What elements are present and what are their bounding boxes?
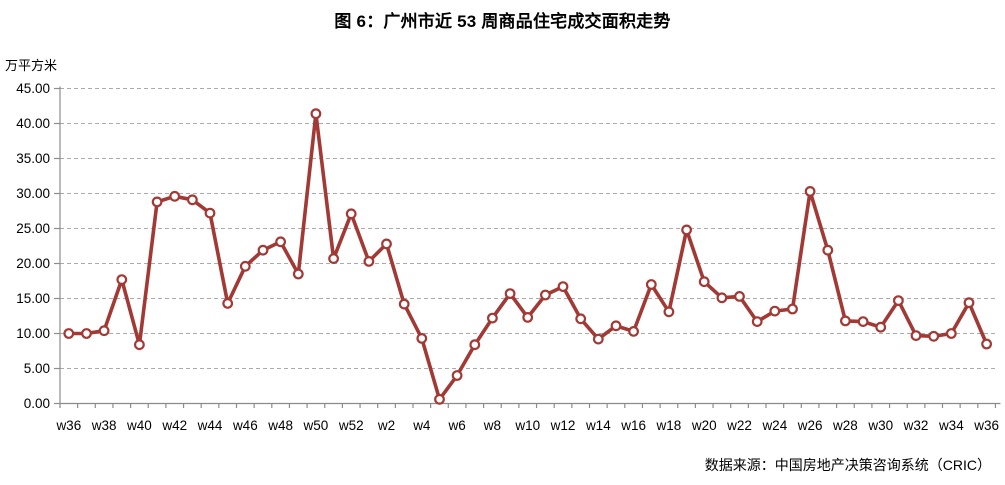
data-point-marker [893, 295, 904, 307]
y-tick-label: 40.00 [16, 116, 50, 131]
data-source-note: 数据来源：中国房地产决策咨询系统（CRIC） [704, 457, 991, 473]
x-tick-label: w22 [726, 418, 752, 433]
x-tick-label: w16 [620, 418, 646, 433]
data-point-marker [81, 328, 92, 339]
x-tick-label: w28 [832, 418, 858, 433]
data-point-marker [345, 208, 357, 220]
data-point-marker [698, 276, 710, 288]
data-point-marker [592, 333, 604, 345]
data-point-marker [963, 297, 975, 309]
data-point-marker [186, 194, 198, 206]
data-point-marker [787, 303, 798, 315]
data-point-marker [910, 330, 922, 342]
y-tick-label: 0.00 [24, 396, 50, 411]
x-tick-label: w42 [161, 418, 187, 433]
data-point-marker [469, 339, 481, 351]
data-point-marker [63, 328, 75, 339]
data-point-marker [275, 236, 287, 248]
x-tick-label: w2 [377, 418, 395, 433]
x-tick-label: w10 [514, 418, 540, 433]
series-line [67, 111, 989, 402]
x-tick-label: w14 [585, 418, 611, 433]
x-tick-label: w50 [303, 418, 329, 433]
x-tick-label: w36 [973, 418, 999, 433]
data-point-marker [769, 305, 781, 317]
data-point-marker [222, 298, 234, 309]
x-tick-label: w4 [412, 418, 431, 433]
x-tick-label: w38 [91, 418, 117, 433]
x-tick-label: w44 [197, 418, 223, 433]
x-tick-label: w36 [55, 418, 81, 433]
data-point-marker [363, 256, 375, 267]
x-tick-label: w12 [550, 418, 576, 433]
data-point-marker [663, 306, 675, 318]
y-tick-label: 30.00 [16, 186, 50, 201]
data-point-marker [239, 260, 251, 272]
y-tick-label: 10.00 [16, 326, 50, 341]
data-point-marker [451, 370, 463, 381]
y-tick-label: 5.00 [24, 361, 50, 376]
y-tick-label: 45.00 [16, 81, 50, 96]
x-tick-label: w18 [656, 418, 682, 433]
data-point-marker [169, 190, 181, 202]
data-point-marker [151, 196, 163, 208]
data-point-marker [310, 108, 322, 120]
data-point-marker [840, 315, 851, 327]
data-point-marker [133, 339, 145, 351]
data-point-marker [257, 244, 269, 256]
x-tick-label: w24 [761, 418, 787, 433]
y-tick-label: 35.00 [16, 151, 50, 166]
data-point-marker [981, 338, 992, 350]
x-tick-label: w8 [483, 418, 501, 433]
x-tick-label: w46 [232, 418, 258, 433]
data-point-marker [734, 291, 745, 302]
data-point-marker [751, 316, 763, 328]
data-point-marker [945, 328, 957, 339]
data-point-marker [98, 325, 110, 337]
x-tick-label: w48 [267, 418, 293, 433]
x-tick-label: w6 [447, 418, 465, 433]
data-point-marker [645, 279, 657, 290]
data-point-marker [575, 313, 587, 325]
data-point-marker [610, 320, 622, 332]
data-point-marker [398, 298, 410, 310]
x-tick-label: w32 [903, 418, 929, 433]
data-point-marker [204, 207, 216, 219]
data-point-marker [804, 185, 816, 197]
data-point-marker [628, 326, 639, 337]
data-point-marker [540, 289, 551, 301]
x-tick-label: w40 [126, 418, 152, 433]
y-tick-label: 20.00 [16, 256, 50, 271]
data-point-marker [822, 244, 834, 256]
data-point-marker [716, 292, 728, 304]
data-point-marker [504, 288, 516, 300]
data-point-marker [381, 238, 392, 250]
data-point-marker [416, 333, 428, 344]
x-tick-label: w30 [867, 418, 893, 433]
x-tick-label: w20 [691, 418, 717, 433]
data-point-marker [292, 268, 304, 280]
data-point-marker [522, 312, 534, 323]
data-point-marker [487, 312, 498, 324]
data-point-marker [434, 393, 445, 405]
x-tick-label: w26 [797, 418, 823, 433]
data-point-marker [681, 224, 692, 236]
data-point-marker [928, 330, 940, 342]
y-tick-label: 15.00 [16, 291, 50, 306]
x-tick-label: w34 [938, 418, 964, 433]
y-axis-unit-label: 万平方米 [5, 58, 58, 73]
chart-title: 图 6：广州市近 53 周商品住宅成交面积走势 [334, 12, 671, 31]
data-point-marker [857, 316, 869, 328]
data-point-marker [875, 321, 887, 333]
y-tick-label: 25.00 [16, 221, 50, 236]
data-point-marker [557, 281, 569, 293]
data-point-marker [116, 274, 128, 286]
data-point-marker [328, 253, 340, 265]
x-tick-label: w52 [338, 418, 364, 433]
